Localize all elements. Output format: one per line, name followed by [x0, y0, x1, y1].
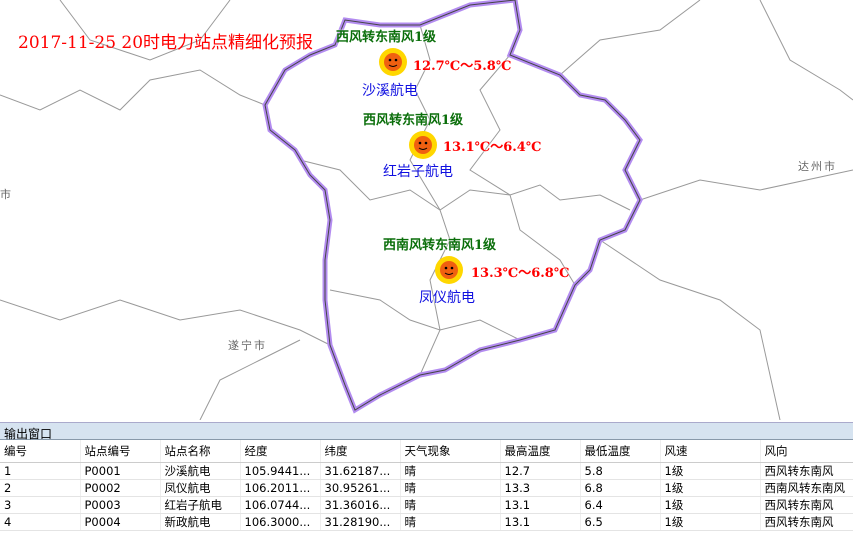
table-cell: 13.3	[500, 479, 581, 497]
county-line	[0, 299, 331, 346]
sun-icon	[379, 48, 407, 76]
table-row[interactable]: 3 P0003 红岩子航电 106.0744... 31.36016... 晴 13.1 6.…	[0, 496, 853, 514]
column-header[interactable]: 最高温度	[500, 440, 581, 463]
station-temp: 12.7℃～5.8℃	[413, 59, 512, 74]
table-cell: 晴	[400, 462, 501, 480]
county-line	[199, 339, 301, 420]
table-cell: 晴	[400, 496, 501, 514]
table-cell: 31.28190...	[320, 513, 401, 531]
table-cell: 红岩子航电	[160, 496, 241, 514]
table-cell: P0002	[80, 479, 161, 497]
table-cell: 31.36016...	[320, 496, 401, 514]
table-cell: 3	[0, 496, 81, 514]
table-cell: 106.0744...	[240, 496, 321, 514]
table-row[interactable]: 1 P0001 沙溪航电 105.9441... 31.62187... 晴 12.7 5.8…	[0, 462, 853, 480]
table-cell: 1级	[660, 513, 761, 531]
county-line	[639, 169, 853, 201]
county-line	[599, 239, 781, 420]
county-line	[0, 69, 266, 111]
table-cell: 新政航电	[160, 513, 241, 531]
table-cell: 晴	[400, 513, 501, 531]
column-header[interactable]: 风向	[760, 440, 853, 463]
map-boundaries	[0, 0, 853, 420]
station-temp: 13.1℃～6.4℃	[443, 140, 542, 155]
table-cell: 西南风转东南风	[760, 479, 853, 497]
column-header[interactable]: 纬度	[320, 440, 401, 463]
county-line	[559, 0, 701, 76]
column-header[interactable]: 天气现象	[400, 440, 501, 463]
county-line	[329, 289, 521, 341]
table-cell: 2	[0, 479, 81, 497]
table-row[interactable]: 4 P0004 新政航电 106.3000... 31.28190... 晴 13.1 6.5…	[0, 513, 853, 531]
county-line	[409, 24, 451, 376]
table-cell: 30.95261...	[320, 479, 401, 497]
output-window-title: 输出窗口	[0, 422, 853, 441]
table-cell: 1	[0, 462, 81, 480]
table-cell: 106.2011...	[240, 479, 321, 497]
column-header[interactable]: 经度	[240, 440, 321, 463]
county-line	[299, 159, 631, 211]
station-wind: 西风转东南风1级	[363, 113, 464, 128]
column-header[interactable]: 风速	[660, 440, 761, 463]
table-cell: 晴	[400, 479, 501, 497]
table-cell: P0004	[80, 513, 161, 531]
table-cell: P0001	[80, 462, 161, 480]
table-header: 编号 站点编号 站点名称 经度 纬度 天气现象 最高温度 最低温度 风速 风向	[0, 440, 853, 463]
table-cell: 西风转东南风	[760, 462, 853, 480]
table-cell: 6.4	[580, 496, 661, 514]
table-cell: 1级	[660, 479, 761, 497]
table-cell: 沙溪航电	[160, 462, 241, 480]
station-name[interactable]: 沙溪航电	[362, 83, 418, 99]
table-cell: P0003	[80, 496, 161, 514]
city-label-partial: 市	[0, 188, 13, 201]
table-cell: 13.1	[500, 513, 581, 531]
table-cell: 5.8	[580, 462, 661, 480]
station-wind: 西南风转东南风1级	[383, 238, 497, 253]
table-cell: 凤仪航电	[160, 479, 241, 497]
column-header[interactable]: 站点编号	[80, 440, 161, 463]
sun-icon	[409, 131, 437, 159]
sun-icon	[435, 256, 463, 284]
station-table: 编号 站点编号 站点名称 经度 纬度 天气现象 最高温度 最低温度 风速 风向 1 P0001 沙溪航…	[0, 440, 853, 531]
station-temp: 13.3℃～6.8℃	[471, 266, 570, 281]
county-line	[469, 54, 576, 286]
table-cell: 1级	[660, 496, 761, 514]
table-cell: 106.3000...	[240, 513, 321, 531]
column-header[interactable]: 站点名称	[160, 440, 241, 463]
map-view[interactable]: 2017-11-25 20时电力站点精细化预报 达州市 遂宁市 市 西风转东南风…	[0, 0, 853, 420]
map-title: 2017-11-25 20时电力站点精细化预报	[18, 33, 314, 53]
table-cell: 31.62187...	[320, 462, 401, 480]
station-name[interactable]: 红岩子航电	[383, 164, 453, 180]
station-wind: 西风转东南风1级	[336, 30, 437, 45]
table-cell: 西风转东南风	[760, 496, 853, 514]
table-cell: 6.8	[580, 479, 661, 497]
table-cell: 13.1	[500, 496, 581, 514]
column-header[interactable]: 最低温度	[580, 440, 661, 463]
table-cell: 6.5	[580, 513, 661, 531]
column-header[interactable]: 编号	[0, 440, 81, 463]
table-cell: 105.9441...	[240, 462, 321, 480]
city-label-dazhou: 达州市	[798, 160, 837, 173]
table-cell: 12.7	[500, 462, 581, 480]
table-row[interactable]: 2 P0002 凤仪航电 106.2011... 30.95261... 晴 13.3 6.8…	[0, 479, 853, 497]
output-window: 输出窗口 编号 站点编号 站点名称 经度 纬度 天气现象 最高温度 最低温度 风速 风向 1 P00…	[0, 422, 853, 533]
station-name[interactable]: 凤仪航电	[419, 290, 475, 306]
city-label-suining: 遂宁市	[228, 339, 267, 352]
table-cell: 1级	[660, 462, 761, 480]
county-line	[59, 0, 231, 61]
county-line	[759, 0, 853, 101]
table-cell: 4	[0, 513, 81, 531]
table-cell: 西风转东南风	[760, 513, 853, 531]
